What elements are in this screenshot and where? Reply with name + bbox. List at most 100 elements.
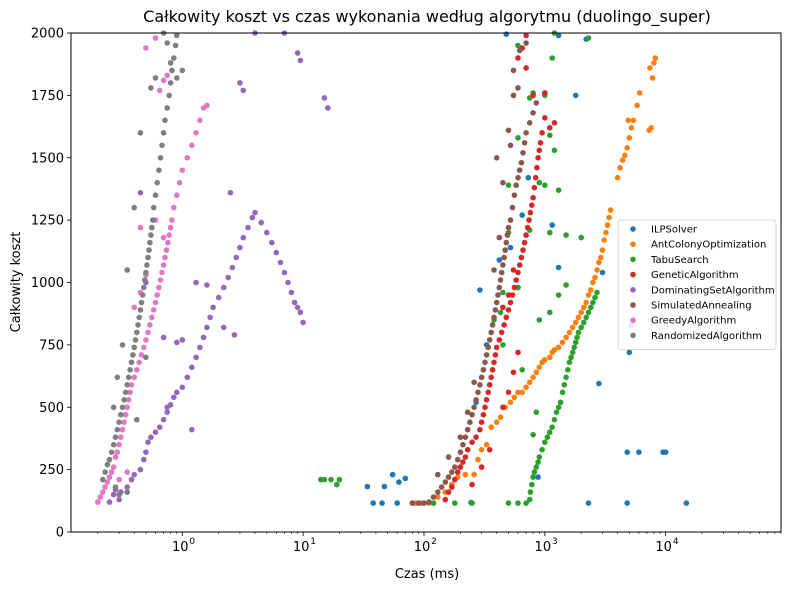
x-tick-label: 10 [414,540,431,555]
data-point [381,483,388,490]
data-point [171,204,177,211]
data-point [574,334,580,341]
data-point [485,344,492,351]
y-tick-label: 250 [39,463,64,478]
data-point [136,359,142,366]
data-point [442,479,449,485]
data-point [125,397,132,403]
data-point [396,479,402,485]
data-point [167,224,174,231]
data-point [515,389,521,396]
data-point [143,337,149,343]
data-point [482,359,488,366]
data-point [464,446,471,453]
data-point [462,454,469,460]
data-point [297,309,304,316]
data-point [149,224,155,231]
data-point [445,454,452,460]
data-point [520,247,526,253]
x-tick-exponent: 4 [673,537,679,547]
y-tick-label: 0 [56,526,64,541]
data-point [625,117,631,124]
data-point [530,374,536,381]
data-point [152,35,159,41]
data-point [513,182,519,188]
series-GeneticAlgorithm [442,32,558,503]
data-point [112,484,119,490]
data-point [555,344,562,351]
data-point [536,364,543,371]
data-point [108,449,115,456]
data-point [624,449,630,456]
data-point [496,284,503,291]
data-point [521,140,528,146]
data-point [131,344,137,351]
data-point [505,292,512,298]
data-point [148,85,154,91]
data-point [435,494,441,500]
data-point [489,367,496,373]
legend-label: AntColonyOptimization [651,240,766,251]
data-point [207,314,213,321]
data-point [122,411,129,418]
data-point [179,384,186,391]
data-point [614,174,621,181]
data-point [547,429,553,436]
data-point [132,337,139,343]
data-point [596,380,602,387]
data-point [575,329,582,336]
data-point [145,329,151,336]
legend-label: GeneticAlgorithm [651,270,739,281]
data-point [148,434,154,441]
data-point [547,125,553,131]
data-point [134,416,140,423]
data-point [486,382,493,388]
data-point [204,324,210,331]
data-point [649,75,656,81]
y-axis: 0 250 500 750 1000 1250 1500 1750 2000 [31,27,71,541]
data-point [493,419,500,426]
data-point [549,424,555,431]
data-point [139,292,146,298]
data-point [507,142,514,149]
data-point [179,67,186,74]
data-point [626,349,633,356]
data-point [559,389,566,396]
data-point [128,382,135,388]
data-point [525,174,532,181]
data-point [452,464,458,470]
data-point [121,419,127,426]
data-point [471,379,477,386]
data-point [102,484,108,490]
data-point [515,500,521,506]
data-point [294,50,301,56]
data-point [402,475,409,482]
data-point [145,439,151,446]
data-point [159,269,165,276]
data-point [460,459,466,465]
legend-marker [630,241,636,247]
data-point [542,182,548,188]
data-point [590,299,596,306]
data-point [179,337,186,343]
data-point [547,354,553,361]
data-point [152,192,159,198]
data-point [160,130,167,136]
legend-label: GreedyAlgorithm [651,316,736,327]
data-point [524,224,531,231]
data-point [619,157,626,163]
data-point [166,92,172,99]
data-point [636,449,642,456]
data-point [141,456,147,463]
data-point [563,282,569,288]
data-point [152,429,159,436]
data-point [566,359,573,366]
data-point [95,499,101,505]
data-point [581,319,587,326]
data-point [143,45,149,51]
data-point [477,382,483,388]
legend-marker [630,271,636,278]
data-point [510,267,517,273]
data-point [555,264,562,271]
data-point [114,449,121,456]
